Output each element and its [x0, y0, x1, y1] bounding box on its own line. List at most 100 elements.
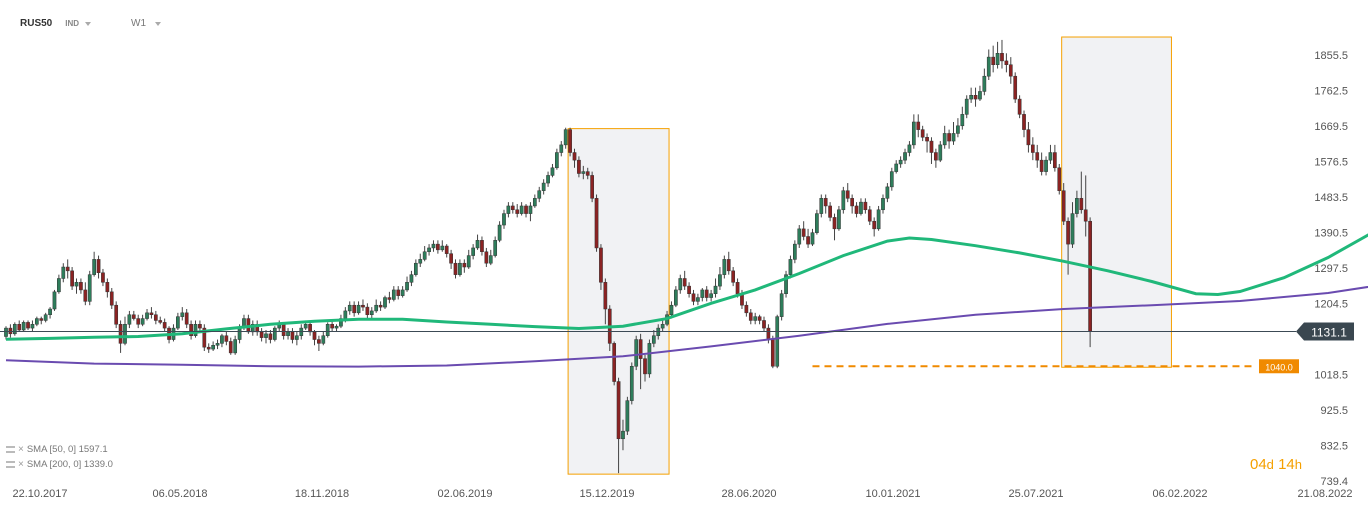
candle-body	[691, 293, 696, 302]
candle-body	[475, 240, 480, 249]
candle-body	[272, 327, 277, 340]
instrument-type: IND	[65, 19, 80, 28]
candle-body	[823, 198, 828, 207]
candle-body	[986, 56, 991, 77]
candle-body	[497, 224, 502, 241]
candle-body	[815, 213, 819, 233]
timer-hours-unit: h	[1294, 457, 1302, 472]
candle-body	[383, 297, 387, 308]
candle-body	[524, 205, 528, 214]
candle-body	[431, 243, 436, 249]
candle-body	[339, 318, 343, 327]
candle-body	[52, 291, 57, 310]
candle-body	[929, 140, 934, 153]
candle-body	[735, 282, 740, 294]
candle-body	[1013, 75, 1018, 100]
candle-body	[881, 198, 885, 211]
candle-body	[669, 304, 674, 315]
sma-50-line	[5, 233, 1368, 341]
candle-body	[189, 324, 193, 336]
y-tick-label: 1576.5	[1314, 156, 1348, 168]
candle-body	[374, 304, 379, 312]
settings-icon[interactable]	[6, 461, 15, 468]
candle-body	[290, 331, 295, 340]
candle-body	[356, 304, 361, 314]
candle-body	[612, 343, 617, 382]
indicator-sma50[interactable]: × SMA [50, 0] 1597.1	[6, 444, 108, 455]
timeframe-selector[interactable]: W1	[131, 18, 161, 29]
candle-body	[938, 144, 943, 161]
candle-body	[502, 213, 506, 226]
candle-body	[330, 324, 334, 329]
indicator-sma200[interactable]: × SMA [200, 0] 1339.0	[6, 459, 113, 470]
candle-body	[731, 270, 736, 283]
candle-body	[964, 98, 969, 115]
candle-body	[810, 232, 815, 245]
candle-body	[321, 335, 326, 344]
candle-body	[828, 205, 832, 218]
candle-body	[515, 209, 520, 214]
candle-body	[991, 56, 996, 65]
candle-body	[1088, 220, 1092, 332]
candle-countdown: 04d 14h	[1250, 456, 1302, 473]
candle-body	[995, 53, 1000, 65]
candle-body	[136, 318, 141, 325]
candle-body	[801, 228, 806, 237]
close-icon[interactable]: ×	[18, 444, 24, 455]
candle-body	[8, 327, 13, 335]
candle-body	[845, 190, 850, 199]
candle-body	[837, 209, 841, 230]
candle-body	[951, 133, 956, 142]
candle-body	[48, 308, 52, 315]
candle-body	[629, 366, 634, 401]
candle-body	[625, 400, 630, 432]
candle-body	[202, 327, 207, 348]
candle-body	[400, 289, 405, 296]
candle-body	[158, 320, 163, 323]
candle-body	[696, 297, 700, 302]
candle-body	[898, 159, 903, 165]
chevron-down-icon[interactable]	[85, 21, 92, 26]
y-tick-label: 1762.5	[1314, 85, 1348, 97]
chevron-down-icon[interactable]	[155, 21, 161, 26]
candle-body	[396, 289, 401, 296]
candle-body	[198, 324, 202, 329]
x-tick-label: 28.06.2020	[721, 488, 776, 500]
candle-body	[61, 266, 66, 279]
candle-body	[709, 293, 713, 298]
x-tick-label: 02.06.2019	[437, 488, 492, 500]
candle-body	[762, 320, 766, 329]
candle-body	[1048, 152, 1053, 161]
candle-body	[4, 327, 8, 337]
candle-body	[594, 198, 599, 249]
candle-body	[934, 152, 938, 161]
candle-body	[867, 209, 872, 222]
candle-body	[21, 322, 26, 331]
candle-body	[555, 152, 559, 169]
y-tick-label: 1018.5	[1314, 369, 1348, 381]
y-tick-label: 1669.5	[1314, 121, 1348, 133]
candle-body	[43, 314, 48, 321]
candle-body	[559, 144, 564, 153]
symbol-name: RUS50	[20, 18, 53, 29]
candle-body	[484, 251, 489, 264]
y-tick-label: 739.4	[1320, 476, 1348, 488]
candle-body	[92, 259, 96, 275]
candle-body	[748, 312, 753, 321]
candle-body	[621, 430, 625, 440]
candle-body	[83, 289, 88, 302]
symbol-header[interactable]: RUS50 IND	[20, 18, 92, 29]
settings-icon[interactable]	[6, 446, 15, 453]
candle-body	[365, 306, 370, 315]
candle-body	[793, 243, 797, 260]
candle-body	[145, 312, 149, 319]
close-icon[interactable]: ×	[18, 459, 24, 470]
candle-body	[956, 125, 960, 134]
candle-body	[1004, 60, 1009, 65]
y-tick-label: 832.5	[1320, 440, 1348, 452]
candle-body	[784, 274, 788, 294]
candle-body	[766, 327, 771, 340]
candle-body	[1035, 152, 1040, 161]
candle-body	[819, 198, 824, 214]
